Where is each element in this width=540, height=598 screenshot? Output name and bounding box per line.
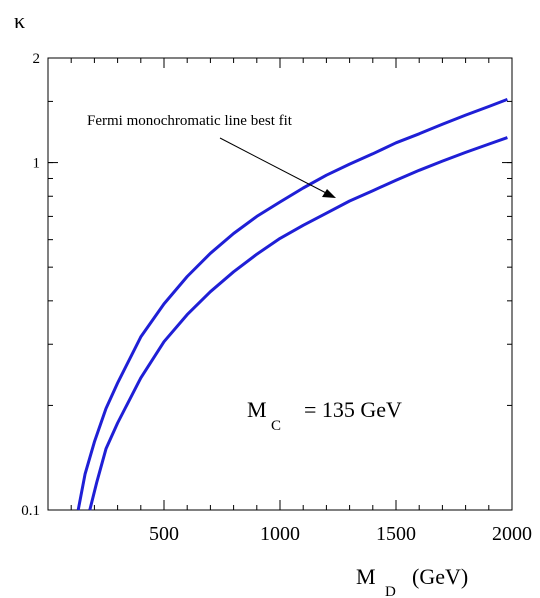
param-label-sub: C — [271, 418, 281, 434]
x-axis-label-unit: (GeV) — [412, 564, 468, 589]
param-label-suffix: = 135 GeV — [304, 397, 402, 422]
x-axis-label: M D (GeV) — [356, 564, 468, 598]
y-tick-label: 2 — [33, 51, 41, 67]
x-tick-label: 1500 — [376, 523, 416, 545]
param-label-prefix: M — [247, 397, 267, 422]
y-tick-label: 1 — [33, 156, 41, 172]
x-tick-label: 500 — [149, 523, 179, 545]
annotation-arrow — [219, 137, 336, 198]
x-tick-label: 2000 — [492, 523, 532, 545]
series-line-2 — [88, 136, 508, 511]
param-label: M C = 135 GeV — [247, 397, 402, 434]
x-axis-label-sub: D — [385, 584, 396, 598]
series-line-1 — [76, 97, 508, 511]
arrow-head — [322, 189, 336, 198]
x-axis-label-main: M — [356, 564, 376, 589]
series-lines — [76, 97, 508, 511]
x-tick-label: 1000 — [260, 523, 300, 545]
annotation-text: Fermi monochromatic line best fit — [87, 113, 293, 129]
y-axis-label: κ — [14, 8, 25, 33]
axis-ticks — [48, 58, 512, 510]
axis-tick-labels: 500 1000 1500 2000 0.1 1 2 — [21, 51, 532, 545]
y-tick-label: 0.1 — [21, 503, 40, 519]
